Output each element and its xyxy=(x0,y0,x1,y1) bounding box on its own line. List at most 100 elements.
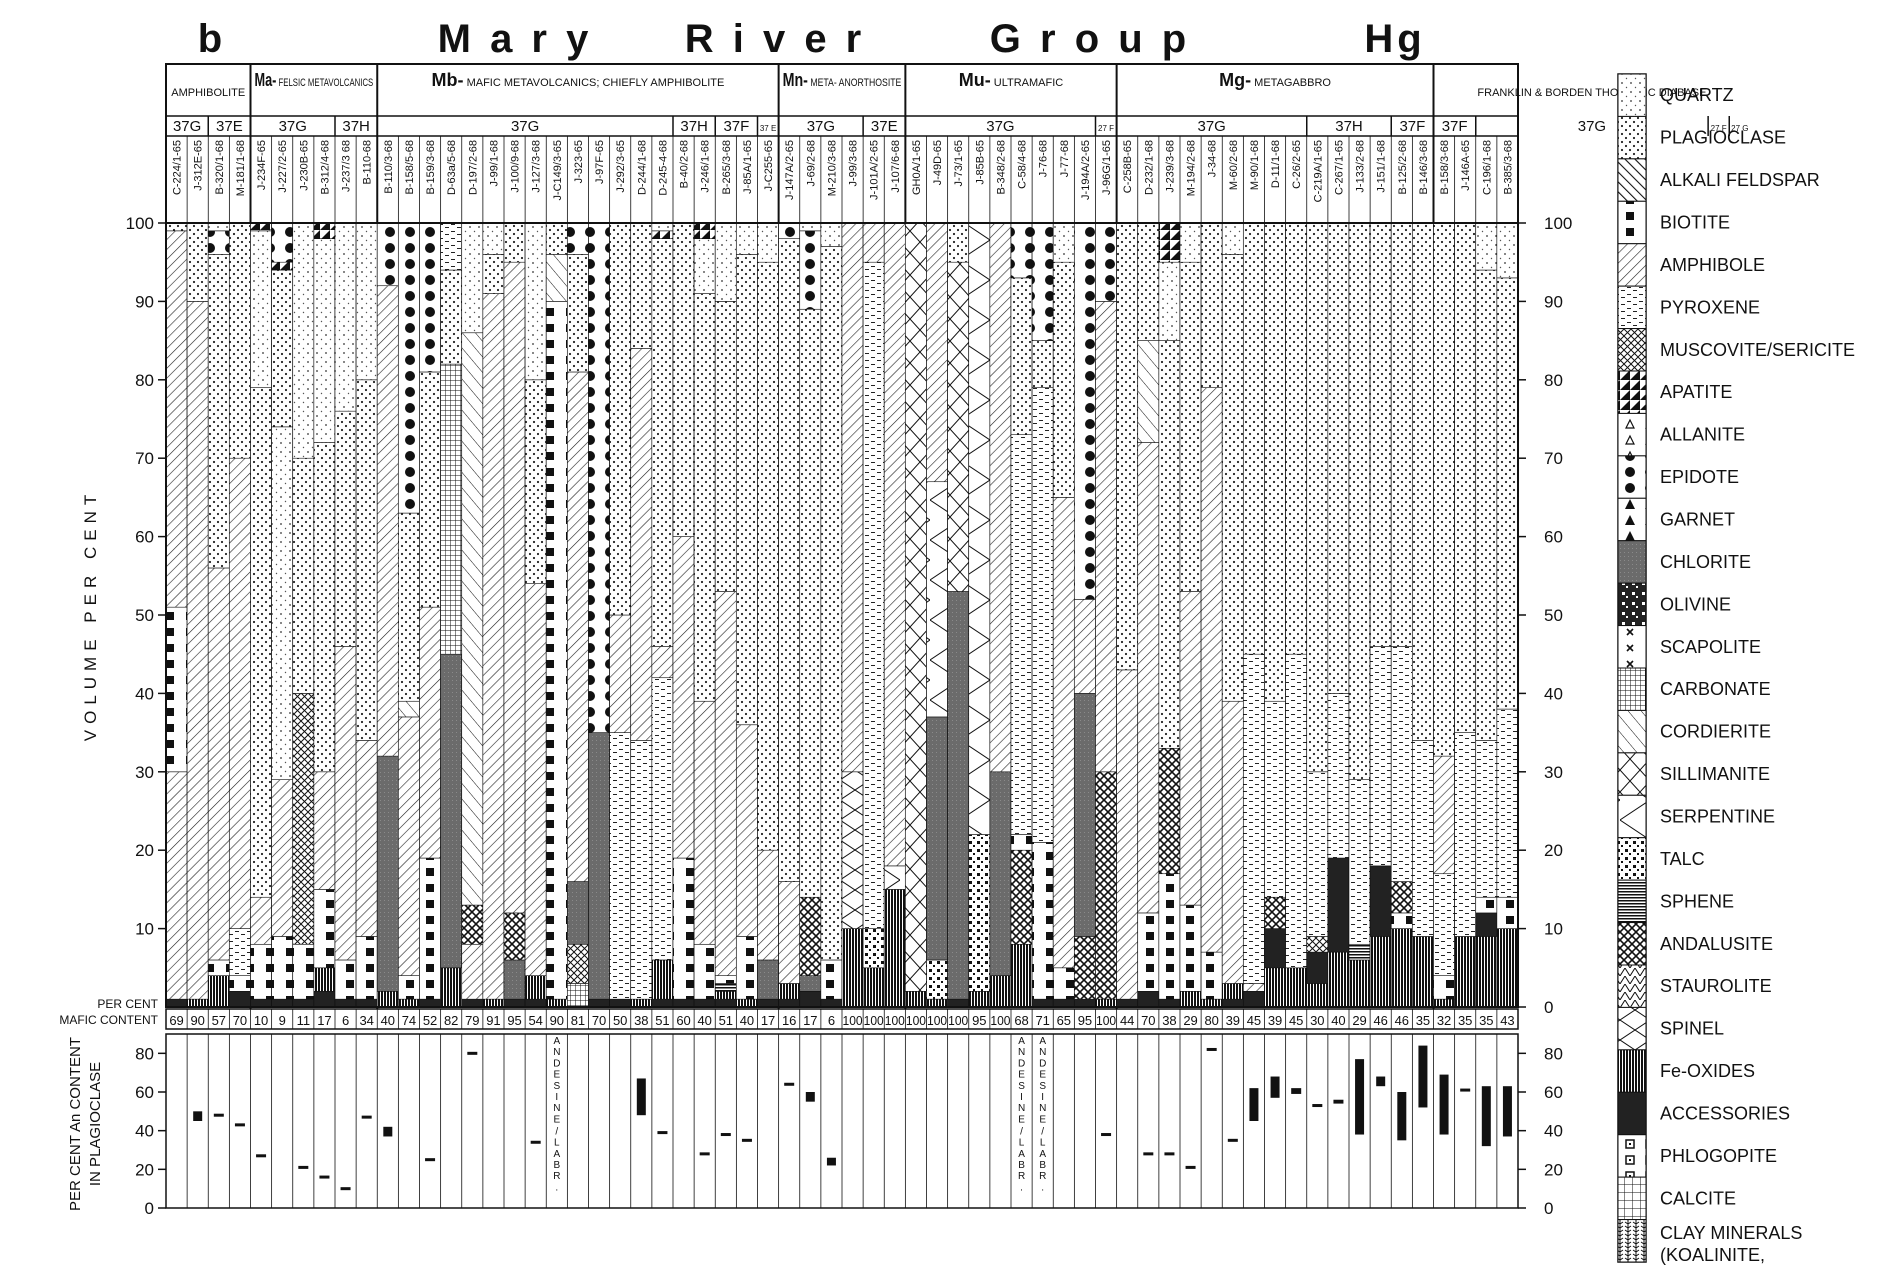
bar-segment-pyroxene xyxy=(651,677,674,961)
bar-segment-plagioclase xyxy=(630,222,653,349)
bar-segment-acc xyxy=(1327,857,1350,953)
an-text-char: . xyxy=(1020,1182,1023,1193)
mafic-value: 90 xyxy=(190,1013,204,1028)
bar-segment-plagioclase xyxy=(1052,261,1075,498)
an-text-char: S xyxy=(1018,1081,1025,1092)
an-text-char: R xyxy=(1018,1171,1025,1182)
mafic-value: 39 xyxy=(1226,1013,1240,1028)
bar-segment-biotite xyxy=(313,889,336,969)
y-tick-label-right: 80 xyxy=(1544,371,1563,390)
bar-segment-amphibole xyxy=(651,646,674,679)
legend-label-line: CLAY MINERALS xyxy=(1660,1223,1802,1243)
an-range-mark xyxy=(319,1175,330,1179)
sample-id: J-194A/2-65 xyxy=(1080,140,1092,200)
map-sheet-label: 37G xyxy=(279,118,307,135)
bar-segment-quartz xyxy=(1496,222,1519,279)
map-sheet-label: 37G xyxy=(511,118,539,135)
bar-segment-chlorite xyxy=(757,959,779,1000)
bar-segment-pyroxene xyxy=(1031,387,1054,843)
stacked-bars xyxy=(165,222,1519,1008)
bar-segment-amphibole xyxy=(630,348,653,741)
legend-label: AMPHIBOLE xyxy=(1660,255,1765,275)
bar-segment-feox xyxy=(440,967,463,1008)
bar-segment-quartz xyxy=(1179,222,1202,263)
sample-id: J-85B-65 xyxy=(974,140,986,185)
bar-segment-plagioclase xyxy=(1116,222,1139,671)
bar-segment-plagioclase xyxy=(1221,254,1244,702)
sample-id: C-58/4-68 xyxy=(1017,140,1029,189)
bar-segment-feox xyxy=(1390,928,1413,1008)
sample-id: B-158/5-68 xyxy=(404,140,416,194)
legend-swatch-biotite xyxy=(1617,200,1647,245)
an-text-char: A xyxy=(1039,1036,1046,1047)
group-name: AMPHIBOLITE xyxy=(171,87,245,99)
mafic-value: 100 xyxy=(843,1013,863,1028)
mafic-value: 10 xyxy=(254,1013,268,1028)
bar-segment-epidote xyxy=(419,222,441,373)
group-code: Mn- xyxy=(783,70,808,90)
bar-segment-acc xyxy=(1031,998,1054,1008)
legend-swatch-andalusite xyxy=(1617,922,1647,966)
bar-segment-epidote xyxy=(567,222,589,255)
bar-segment-biotite xyxy=(820,959,843,1000)
y-tick-label: 100 xyxy=(126,214,154,233)
legend-label: SERPENTINE xyxy=(1660,807,1775,827)
an-tick-label: 0 xyxy=(145,1199,154,1218)
title-letter: M a r y xyxy=(438,17,593,61)
group-label: Mg- METAGABBRO xyxy=(1219,70,1331,90)
bar-segment-amphibole xyxy=(186,301,209,1000)
bar-segment-biotite xyxy=(355,936,378,1000)
an-text-char: . xyxy=(1041,1182,1044,1193)
mafic-value: 45 xyxy=(1247,1013,1261,1028)
bar-segment-chlorite xyxy=(947,591,970,1000)
sample-id: J-147A/2-65 xyxy=(784,140,796,200)
bar-segment-epidote xyxy=(588,222,610,733)
mafic-value: 35 xyxy=(1479,1013,1493,1028)
map-sheet-label: 37G xyxy=(807,118,835,135)
legend-label: SILLIMANITE xyxy=(1660,764,1770,784)
sample-id: M-90/1-68 xyxy=(1249,140,1261,190)
bar-segment-amphibole xyxy=(165,230,188,608)
legend-label: STAUROLITE xyxy=(1660,976,1772,996)
bar-segment-plagioclase xyxy=(799,308,822,898)
mafic-value: 82 xyxy=(444,1013,458,1028)
bar-segment-feox xyxy=(1221,983,1244,1000)
an-range-mark xyxy=(361,1115,372,1119)
legend-swatch-phlogopite xyxy=(1617,1134,1647,1178)
an-text-char: N xyxy=(1018,1047,1025,1058)
bar-segment-sillimanite xyxy=(947,261,970,592)
y-tick-label: 60 xyxy=(135,528,154,547)
sample-id: J-292/3-65 xyxy=(615,140,627,193)
legend-swatch-allanite xyxy=(1617,412,1647,457)
mafic-value: 35 xyxy=(1458,1013,1472,1028)
bar-segment-biotite xyxy=(207,959,230,976)
bar-segment-biotite xyxy=(1031,842,1054,1000)
bar-segment-pyroxene xyxy=(1412,740,1434,937)
bar-segment-amphibole xyxy=(1243,983,1265,992)
y-tick-label: 10 xyxy=(135,920,154,939)
mafic-value: 32 xyxy=(1437,1013,1451,1028)
mafic-value: 71 xyxy=(1035,1013,1049,1028)
title-letter: G r o u p xyxy=(990,17,1190,61)
bar-segment-feox xyxy=(989,975,1012,1008)
bar-segment-plagioclase xyxy=(778,238,801,882)
bar-segment-feox xyxy=(1496,928,1519,1008)
title-letter: b xyxy=(198,17,226,61)
legend-label: OLIVINE xyxy=(1660,594,1731,614)
bar-segment-plagioclase xyxy=(440,269,463,365)
bar-segment-amphibole xyxy=(693,700,716,945)
bar-segment-biotite xyxy=(271,936,294,1000)
legend-label: CHLORITE xyxy=(1660,552,1751,572)
bar-segment-feox xyxy=(1200,998,1223,1008)
legend-swatch-calcite xyxy=(1617,1176,1647,1221)
bar-segment-talc xyxy=(862,928,885,969)
map-sheet-label: 37H xyxy=(342,118,370,135)
legend-swatch-feox xyxy=(1617,1049,1647,1093)
legend-swatch-acc xyxy=(1617,1091,1647,1136)
bar-segment-apatite xyxy=(271,261,294,271)
an-range-mark xyxy=(340,1187,351,1191)
an-range-mark xyxy=(657,1131,668,1135)
bar-segment-feox xyxy=(376,991,399,1008)
an-range-mark xyxy=(1376,1076,1386,1087)
bar-segment-epidote xyxy=(398,222,420,514)
